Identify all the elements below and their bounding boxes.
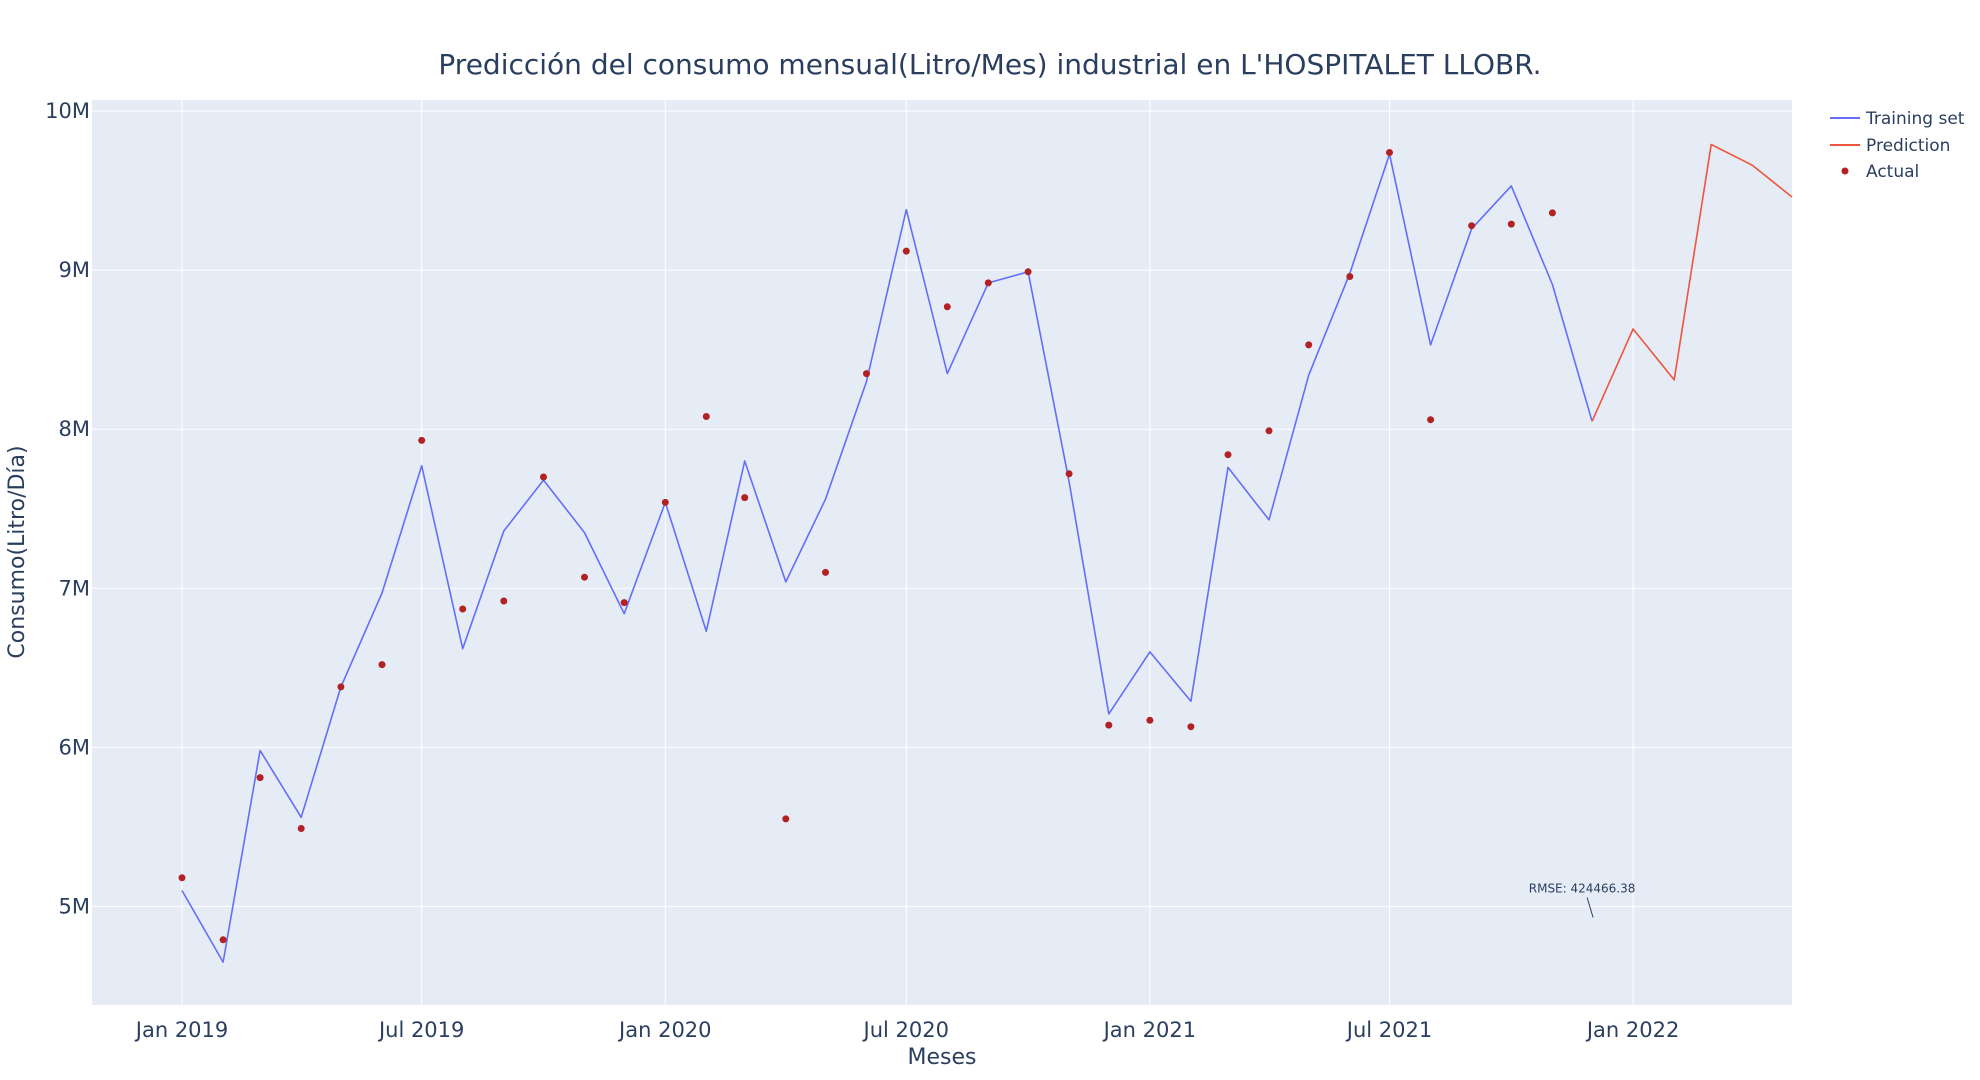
series-point-actual <box>1224 451 1232 459</box>
y-tick-label: 5M <box>59 894 90 918</box>
series-point-actual <box>178 874 186 882</box>
series-point-actual <box>1105 721 1113 729</box>
legend-label-prediction: Prediction <box>1866 136 1950 156</box>
chart-title: Predicción del consumo mensual(Litro/Mes… <box>438 48 1541 81</box>
series-point-actual <box>863 370 870 378</box>
legend-item-prediction[interactable]: Prediction <box>1830 136 1950 156</box>
y-tick-label: 9M <box>59 258 90 282</box>
plot-background <box>92 100 1792 1005</box>
series-point-actual <box>418 436 426 444</box>
series-point-actual <box>620 599 628 607</box>
legend-label-actual: Actual <box>1866 162 1919 182</box>
series-point-actual <box>1386 149 1393 156</box>
series-point-actual <box>219 936 227 944</box>
x-axis-title: Meses <box>908 1045 977 1070</box>
series-point-actual <box>1187 723 1195 731</box>
series-point-actual <box>1427 416 1435 424</box>
series-point-actual <box>1346 273 1354 280</box>
x-tick-label: Jul 2020 <box>862 1018 949 1042</box>
series-point-actual <box>1065 470 1073 478</box>
series-point-actual <box>500 597 508 605</box>
series-point-actual <box>782 815 790 823</box>
series-point-actual <box>1024 268 1032 276</box>
series-line-prediction <box>1591 143 1793 422</box>
series-point-actual <box>459 605 467 613</box>
y-axis-title: Consumo(Litro/Día) <box>5 445 30 658</box>
x-tick-label: Jan 2021 <box>1102 1018 1197 1042</box>
y-tick-label: 10M <box>45 99 90 123</box>
rmse-annotation: RMSE: 424466.38 <box>1529 882 1636 918</box>
series-point-actual <box>943 303 951 311</box>
series-point-actual <box>297 825 305 832</box>
y-tick-label: 8M <box>59 417 90 441</box>
x-tick-label: Jan 2020 <box>617 1018 712 1042</box>
series-point-actual <box>540 473 547 481</box>
series-point-actual <box>581 573 588 581</box>
rmse-annotation-text: RMSE: 424466.38 <box>1529 882 1636 896</box>
x-tick-label: Jan 2022 <box>1585 1018 1680 1042</box>
series-point-actual <box>822 568 829 576</box>
x-tick-label: Jan 2019 <box>134 1018 229 1042</box>
series-point-actual <box>378 661 386 669</box>
series-point-actual <box>1548 209 1556 217</box>
series-point-actual <box>984 279 992 287</box>
series-line-training-set <box>181 153 1593 963</box>
series-point-actual <box>256 774 264 782</box>
axes: 5M 6M 7M 8M 9M 10M Jan 2019 Jul 2019 Jan 2020 Jul… <box>45 99 1679 1042</box>
series-point-actual <box>702 413 710 420</box>
legend: Training set Prediction Actual <box>1830 109 1965 182</box>
legend-label-training-set: Training set <box>1865 109 1965 129</box>
series-point-actual <box>661 498 669 506</box>
series-point-actual <box>741 494 749 502</box>
rmse-annotation-arrow <box>1586 897 1594 918</box>
grid <box>92 100 1792 1005</box>
series-point-actual <box>337 683 345 691</box>
x-tick-label: Jul 2019 <box>377 1018 464 1042</box>
series-layer <box>178 143 1793 963</box>
series-point-actual <box>902 247 910 255</box>
series-point-actual <box>1468 222 1476 230</box>
legend-item-training-set[interactable]: Training set <box>1830 109 1965 129</box>
x-tick-label: Jul 2021 <box>1345 1018 1432 1042</box>
series-point-actual <box>1265 427 1273 435</box>
series-point-actual <box>1146 716 1154 724</box>
legend-item-actual[interactable]: Actual <box>1841 162 1920 182</box>
y-tick-label: 6M <box>59 735 90 759</box>
series-point-actual <box>1305 341 1313 349</box>
legend-swatch-actual <box>1841 167 1849 175</box>
series-point-actual <box>1507 220 1515 228</box>
y-tick-label: 7M <box>59 576 90 600</box>
